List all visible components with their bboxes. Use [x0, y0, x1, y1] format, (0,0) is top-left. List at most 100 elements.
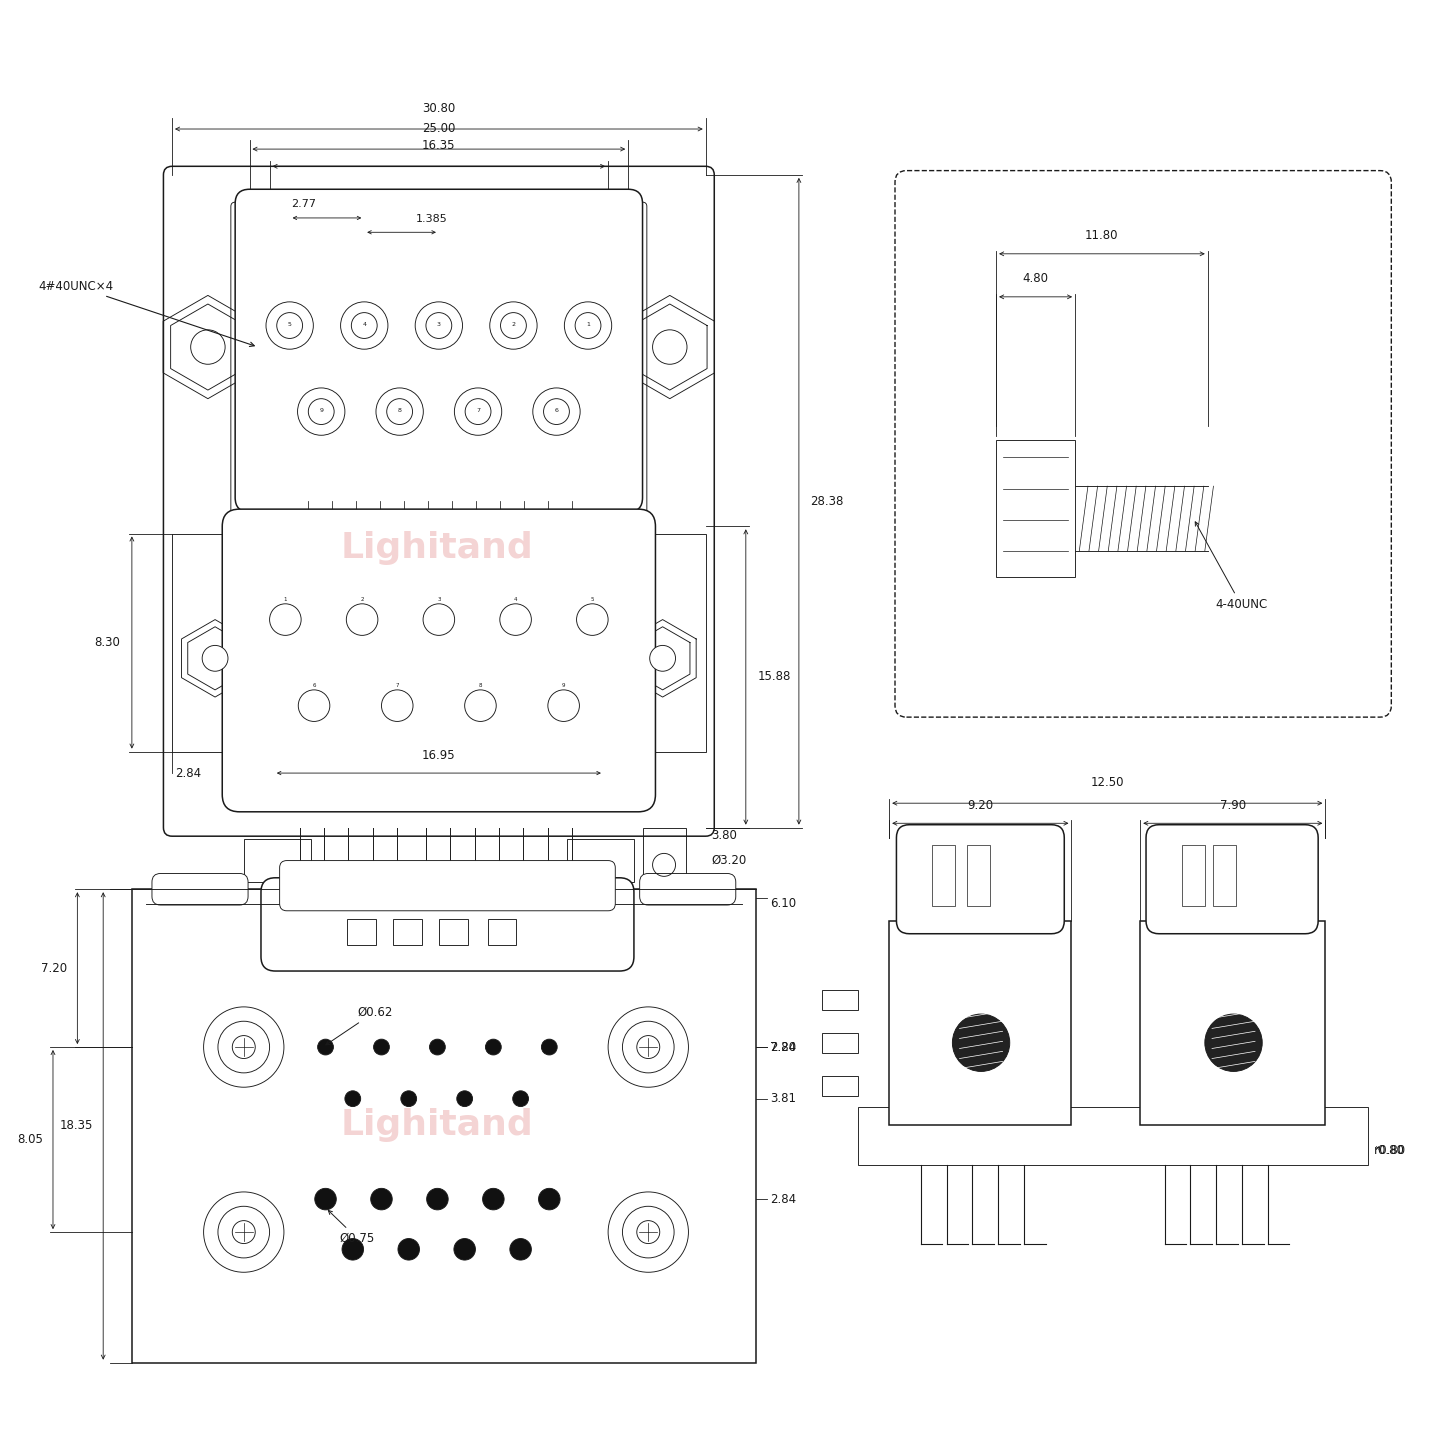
Circle shape — [347, 603, 377, 635]
Text: 4#40UNC×4: 4#40UNC×4 — [39, 279, 255, 347]
Text: Ø0.62: Ø0.62 — [325, 1005, 393, 1045]
Circle shape — [564, 302, 612, 348]
Circle shape — [308, 399, 334, 425]
Circle shape — [190, 330, 225, 364]
Circle shape — [636, 1035, 660, 1058]
Circle shape — [533, 387, 580, 435]
Circle shape — [636, 1221, 660, 1244]
FancyBboxPatch shape — [153, 874, 248, 906]
Bar — [243, 840, 311, 883]
Bar — [1140, 920, 1325, 1125]
Bar — [171, 534, 243, 752]
Circle shape — [397, 1238, 419, 1260]
Bar — [297, 501, 583, 524]
Text: 30.80: 30.80 — [422, 102, 455, 115]
Circle shape — [429, 1040, 445, 1056]
Circle shape — [202, 645, 228, 671]
Text: 2.84: 2.84 — [770, 1192, 796, 1205]
Text: 6: 6 — [312, 683, 315, 688]
Circle shape — [952, 1014, 1009, 1071]
Text: 9: 9 — [320, 408, 323, 413]
Text: Ø0.75: Ø0.75 — [328, 1211, 376, 1246]
Circle shape — [541, 1040, 557, 1056]
Circle shape — [622, 1021, 674, 1073]
Text: 4.80: 4.80 — [1022, 272, 1048, 285]
Bar — [858, 1107, 1368, 1165]
Circle shape — [547, 690, 579, 721]
Text: 7.90: 7.90 — [1220, 799, 1246, 812]
Circle shape — [266, 302, 314, 348]
Text: 8.30: 8.30 — [95, 636, 121, 649]
FancyBboxPatch shape — [261, 878, 634, 971]
Circle shape — [485, 1040, 501, 1056]
Circle shape — [649, 645, 675, 671]
Circle shape — [346, 1092, 360, 1106]
FancyBboxPatch shape — [279, 861, 615, 910]
Text: 7: 7 — [477, 408, 480, 413]
Text: Ø3.20: Ø3.20 — [711, 854, 747, 867]
Text: 4-40UNC: 4-40UNC — [1195, 521, 1267, 611]
Text: 18.35: 18.35 — [60, 1119, 94, 1132]
Text: 7: 7 — [396, 683, 399, 688]
Circle shape — [415, 302, 462, 348]
Circle shape — [232, 1035, 255, 1058]
FancyBboxPatch shape — [163, 166, 714, 837]
Bar — [132, 890, 756, 1362]
Text: 2.84: 2.84 — [770, 1041, 796, 1054]
Circle shape — [217, 1207, 269, 1259]
Circle shape — [500, 603, 531, 635]
Circle shape — [400, 1092, 416, 1106]
Text: 6.10: 6.10 — [770, 897, 796, 910]
Circle shape — [423, 603, 455, 635]
Text: 11.80: 11.80 — [1086, 229, 1119, 242]
Text: 4: 4 — [514, 598, 517, 602]
Circle shape — [343, 1238, 363, 1260]
Bar — [890, 920, 1071, 1125]
Text: 3.60: 3.60 — [420, 883, 446, 896]
Circle shape — [482, 1188, 504, 1210]
Circle shape — [373, 1040, 389, 1056]
Circle shape — [370, 1188, 392, 1210]
Circle shape — [622, 1207, 674, 1259]
Circle shape — [576, 603, 608, 635]
Bar — [393, 919, 422, 945]
Circle shape — [426, 1188, 448, 1210]
FancyBboxPatch shape — [1146, 825, 1318, 933]
Text: 8: 8 — [478, 683, 482, 688]
Circle shape — [315, 1188, 337, 1210]
Text: 9.20: 9.20 — [968, 799, 994, 812]
Text: 2: 2 — [511, 321, 516, 327]
Circle shape — [298, 690, 330, 721]
Text: Lighitand: Lighitand — [341, 531, 534, 564]
Text: 4: 4 — [363, 321, 366, 327]
Text: 9: 9 — [562, 683, 566, 688]
Circle shape — [501, 312, 527, 338]
Text: 3: 3 — [438, 598, 441, 602]
Bar — [642, 828, 685, 886]
Text: 7.20: 7.20 — [42, 962, 68, 975]
Text: 1: 1 — [284, 598, 287, 602]
FancyBboxPatch shape — [897, 825, 1064, 933]
Bar — [1214, 845, 1237, 906]
Bar — [488, 919, 517, 945]
Text: 5: 5 — [590, 598, 595, 602]
Bar — [822, 989, 858, 1009]
Circle shape — [455, 387, 501, 435]
Text: r0.80: r0.80 — [1374, 1143, 1405, 1156]
Text: 8: 8 — [397, 408, 402, 413]
Bar — [347, 919, 376, 945]
FancyBboxPatch shape — [639, 874, 736, 906]
Circle shape — [1205, 1014, 1263, 1071]
Circle shape — [376, 387, 423, 435]
Text: 25.00: 25.00 — [422, 122, 455, 135]
Bar — [634, 534, 706, 752]
Circle shape — [298, 387, 346, 435]
Text: 6: 6 — [554, 408, 559, 413]
Circle shape — [318, 1040, 334, 1056]
Circle shape — [217, 1021, 269, 1073]
Circle shape — [456, 1092, 472, 1106]
Text: 28.38: 28.38 — [811, 495, 844, 508]
Circle shape — [426, 312, 452, 338]
Text: 1.385: 1.385 — [416, 213, 448, 223]
Bar — [1182, 845, 1205, 906]
